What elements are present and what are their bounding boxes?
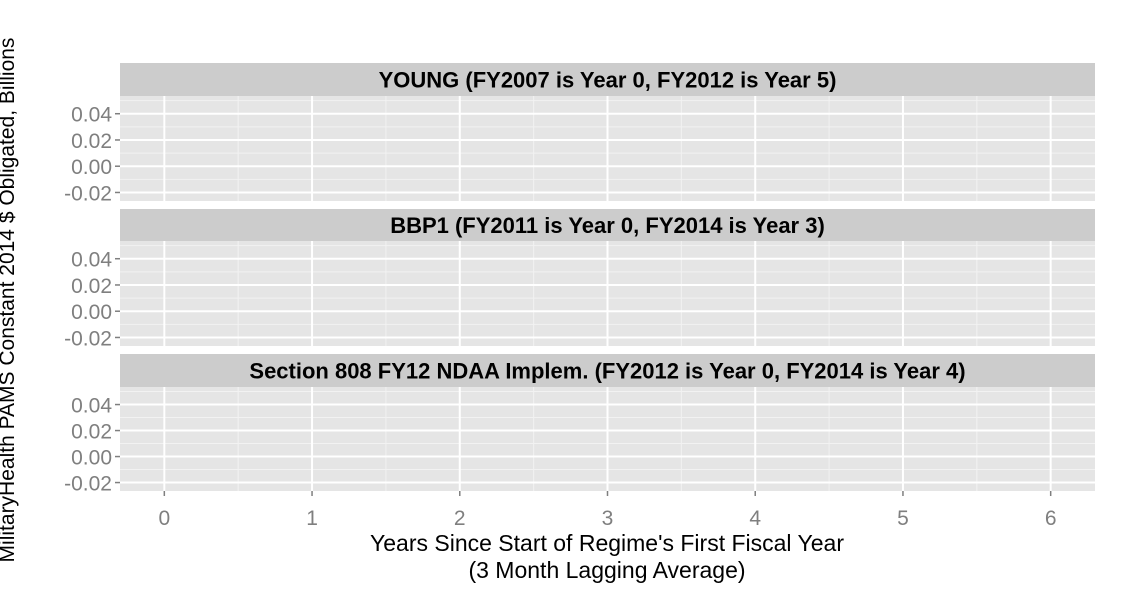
x-tick-label: 6	[1045, 507, 1057, 530]
y-tick-label: 0.04	[71, 395, 112, 418]
facet-panel: BBP1 (FY2011 is Year 0, FY2014 is Year 3…	[64, 209, 1095, 350]
y-tick-label: 0.02	[71, 421, 112, 444]
y-tick-label: -0.02	[64, 182, 112, 205]
y-tick-label: 0.00	[71, 156, 112, 179]
y-axis-label: MilitaryHealth PAMS Constant 2014 $ Obli…	[0, 38, 19, 563]
y-tick-label: 0.04	[71, 104, 112, 127]
y-tick-label: 0.00	[71, 447, 112, 470]
facet-panel: YOUNG (FY2007 is Year 0, FY2012 is Year …	[64, 63, 1095, 205]
x-tick-label: 0	[158, 507, 170, 530]
x-tick-label: 5	[897, 507, 909, 530]
facet-panel: Section 808 FY12 NDAA Implem. (FY2012 is…	[64, 354, 1095, 496]
facet-strip	[120, 63, 1095, 96]
y-tick-label: 0.00	[71, 301, 112, 324]
facet-strip	[120, 209, 1095, 241]
x-tick-label: 3	[602, 507, 614, 530]
facet-title: Section 808 FY12 NDAA Implem. (FY2012 is…	[249, 359, 965, 384]
facet-title: YOUNG (FY2007 is Year 0, FY2012 is Year …	[379, 68, 837, 93]
y-tick-label: 0.02	[71, 130, 112, 153]
y-tick-label: -0.02	[64, 473, 112, 496]
facet-title: BBP1 (FY2011 is Year 0, FY2014 is Year 3…	[390, 213, 825, 238]
x-tick-label: 1	[306, 507, 318, 530]
x-axis-sublabel: (3 Month Lagging Average)	[468, 557, 745, 583]
facet-strip	[120, 354, 1095, 387]
y-tick-label: 0.04	[71, 249, 112, 272]
x-tick-label: 2	[454, 507, 466, 530]
x-tick-label: 4	[749, 507, 761, 530]
x-axis-label: Years Since Start of Regime's First Fisc…	[370, 530, 844, 556]
y-tick-label: 0.02	[71, 275, 112, 298]
x-axis: 0 1 2 3 4 5 6	[158, 491, 1057, 530]
y-tick-label: -0.02	[64, 327, 112, 350]
facets-layer: YOUNG (FY2007 is Year 0, FY2012 is Year …	[64, 63, 1095, 496]
